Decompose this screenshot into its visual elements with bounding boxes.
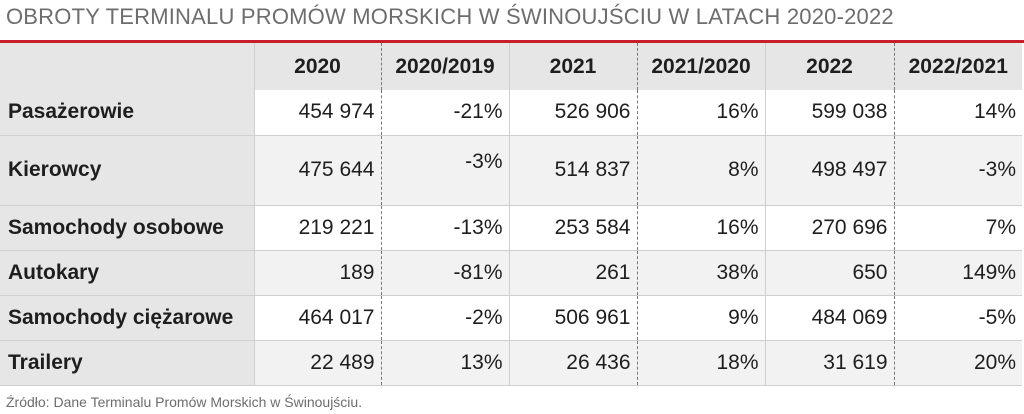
cell-2020: 219 221	[253, 205, 381, 251]
cell-2021-2020: 16%	[636, 205, 765, 251]
cell-2021-2020: 38%	[636, 250, 765, 296]
header-cell-2020-2019: 2020/2019	[380, 43, 509, 90]
title-accent-line	[0, 40, 1024, 43]
header-cell-corner	[0, 43, 254, 90]
cell-2020: 22 489	[253, 340, 381, 386]
cell-2021: 26 436	[508, 340, 637, 386]
source-note: Źródło: Dane Terminalu Promów Morskich w…	[6, 394, 363, 410]
cell-2022-2021: 14%	[893, 90, 1022, 136]
cell-2020-2019: -21%	[380, 90, 509, 136]
cell-2020: 189	[253, 250, 381, 296]
cell-2020: 454 974	[253, 90, 381, 136]
cell-2020: 464 017	[253, 295, 381, 341]
table-row: Kierowcy 475 644 -3% 514 837 8% 498 497 -3%	[0, 135, 1022, 206]
header-row: 2020 2020/2019 2021 2021/2020 2022 2022/…	[0, 43, 1022, 90]
cell-2021-2020: 8%	[636, 135, 765, 206]
header-cell-2022: 2022	[764, 43, 894, 90]
cell-2021-2020: 9%	[636, 295, 765, 341]
table-row: Pasażerowie 454 974 -21% 526 906 16% 599 038 1…	[0, 90, 1022, 136]
cell-2020-2019: -13%	[380, 205, 509, 251]
chart-title: OBROTY TERMINALU PROMÓW MORSKICH W ŚWINO…	[6, 4, 894, 29]
row-label: Kierowcy	[0, 135, 254, 206]
header-cell-2020: 2020	[253, 43, 381, 90]
header-cell-2021: 2021	[508, 43, 637, 90]
cell-2021: 261	[508, 250, 637, 296]
cell-2022-2021: 20%	[893, 340, 1022, 386]
cell-2022: 599 038	[764, 90, 894, 136]
cell-2022-2021: -3%	[893, 135, 1022, 206]
cell-2022: 484 069	[764, 295, 894, 341]
cell-2021-2020: 18%	[636, 340, 765, 386]
table-row: Samochody ciężarowe 464 017 -2% 506 961 9% 48…	[0, 295, 1022, 341]
row-label: Pasażerowie	[0, 90, 254, 136]
table-row: Trailery 22 489 13% 26 436 18% 31 619 20%	[0, 340, 1022, 386]
data-table: 2020 2020/2019 2021 2021/2020 2022 2022/…	[0, 43, 1022, 386]
row-label: Samochody ciężarowe	[0, 295, 254, 341]
row-label: Trailery	[0, 340, 254, 386]
cell-2020: 475 644	[253, 135, 381, 206]
cell-2022: 650	[764, 250, 894, 296]
table-row: Autokary 189 -81% 261 38% 650 149%	[0, 250, 1022, 296]
cell-2020-2019: 13%	[380, 340, 509, 386]
cell-2020-2019: -2%	[380, 295, 509, 341]
cell-2020-2019: -3%	[380, 135, 509, 206]
header-cell-2021-2020: 2021/2020	[636, 43, 765, 90]
cell-2021: 526 906	[508, 90, 637, 136]
row-label: Samochody osobowe	[0, 205, 254, 251]
cell-2022: 31 619	[764, 340, 894, 386]
cell-2022-2021: 149%	[893, 250, 1022, 296]
table-row: Samochody osobowe 219 221 -13% 253 584 16% 27…	[0, 205, 1022, 251]
cell-2021: 514 837	[508, 135, 637, 206]
cell-2021: 506 961	[508, 295, 637, 341]
cell-2022-2021: 7%	[893, 205, 1022, 251]
cell-2020-2019: -81%	[380, 250, 509, 296]
cell-2022: 270 696	[764, 205, 894, 251]
row-label: Autokary	[0, 250, 254, 296]
cell-2022: 498 497	[764, 135, 894, 206]
cell-2022-2021: -5%	[893, 295, 1022, 341]
header-cell-2022-2021: 2022/2021	[893, 43, 1022, 90]
cell-2021: 253 584	[508, 205, 637, 251]
cell-2021-2020: 16%	[636, 90, 765, 136]
